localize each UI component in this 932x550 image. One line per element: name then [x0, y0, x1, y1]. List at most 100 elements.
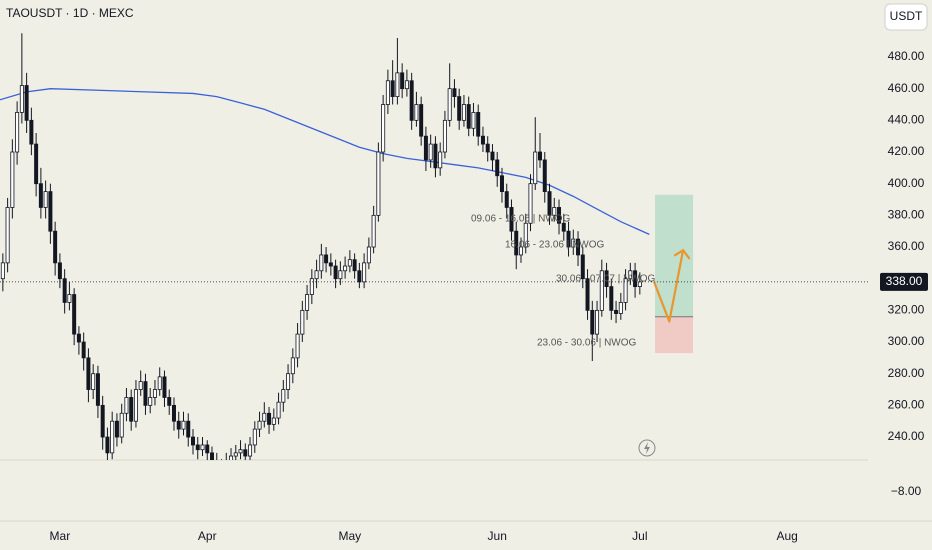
y-tick-label: 300.00 [888, 334, 925, 348]
y-tick-label: 320.00 [888, 303, 925, 317]
candle-body [623, 278, 628, 303]
candle-body [43, 191, 48, 208]
candle-body [442, 119, 447, 153]
candle-body [628, 270, 633, 280]
candle-body [523, 222, 528, 248]
candle-body [220, 466, 223, 472]
x-tick-label: Jun [488, 529, 507, 543]
candle-body [381, 104, 386, 153]
moving-average [0, 88, 650, 235]
candle-body [152, 389, 157, 398]
candle-body [471, 112, 476, 129]
candle-body [390, 80, 395, 97]
candle-body [433, 143, 438, 169]
candle-body [347, 259, 352, 267]
candle-body [576, 238, 581, 256]
candle-body [362, 262, 367, 283]
candle-body [281, 389, 286, 403]
candle-body [119, 412, 124, 438]
candle-body [618, 302, 623, 314]
currency-label: USDT [890, 9, 923, 23]
candle-body [499, 175, 504, 193]
currency-button[interactable] [884, 3, 928, 31]
candle-body [614, 309, 619, 314]
candle-body [0, 262, 5, 280]
candle-body [366, 246, 371, 264]
candle-body [490, 151, 495, 161]
candle-body [215, 461, 218, 466]
candle-body [343, 265, 348, 272]
candle-body [590, 309, 595, 335]
annotation: 23.06 - 30.06 | NWOG [537, 338, 637, 349]
candle-body [566, 230, 571, 248]
candle-body [243, 449, 248, 457]
candle-body [181, 420, 186, 430]
lightning-icon[interactable] [638, 439, 656, 457]
y-tick-label: 280.00 [888, 366, 925, 380]
candle-body [547, 191, 552, 216]
candle-body [528, 183, 533, 224]
candle-body [423, 135, 428, 161]
candle-body [167, 397, 172, 406]
candle-body [290, 357, 295, 375]
annotation: 30.06 - 07.07 | NWOG [556, 274, 656, 285]
annotation: 16.06 - 23.06 | NWOG [505, 240, 605, 251]
candle-body [409, 80, 414, 121]
candle-body [542, 159, 547, 193]
candle-body [533, 151, 538, 185]
x-tick-label: May [339, 529, 362, 543]
y-tick-label: 420.00 [888, 144, 925, 158]
candle-body [476, 112, 481, 137]
candle-body [62, 278, 67, 303]
y-tick-label: 240.00 [888, 429, 925, 443]
candle-body [248, 444, 253, 457]
candle-body [267, 412, 272, 425]
candle-body [552, 207, 557, 216]
candle-body [262, 412, 267, 422]
candle-body [514, 230, 519, 256]
plot-area [0, 33, 650, 472]
candle-body [257, 420, 262, 430]
candle-body [205, 444, 210, 454]
candle-body [200, 444, 205, 451]
candle-body [324, 254, 329, 264]
candle-body [400, 72, 405, 90]
candle-body [480, 135, 485, 145]
candle-body [309, 278, 314, 295]
candle-body [286, 373, 291, 390]
candle-body [495, 159, 500, 177]
candle-body [319, 254, 324, 272]
candle-body [557, 207, 562, 224]
candle-body [585, 278, 590, 311]
candle-body [76, 333, 81, 343]
candle-body [452, 88, 457, 97]
candle-body [271, 417, 276, 425]
candle-body [138, 381, 143, 390]
candle-body [395, 72, 400, 97]
candle-body [457, 96, 462, 121]
candle-body [114, 420, 119, 438]
candle-body [81, 341, 86, 359]
candle-body [162, 376, 167, 398]
candle-body [143, 381, 148, 406]
candle-body [95, 373, 100, 406]
candle-body [34, 143, 39, 185]
candle-body [72, 294, 77, 335]
candle-body [276, 401, 281, 419]
candle-body [419, 104, 424, 137]
candle-body [609, 286, 614, 311]
position-loss [655, 316, 694, 354]
annotation: 09.06 - 16.06 | NWOG [471, 214, 571, 225]
x-tick-label: Jul [632, 529, 647, 543]
candle-body [357, 270, 362, 283]
candle-body [190, 436, 195, 446]
candle-body [561, 222, 566, 232]
candle-body [314, 270, 319, 280]
arrow-head [673, 248, 691, 260]
candle-body [428, 143, 433, 161]
candle-body [48, 191, 53, 232]
candle-body [171, 404, 176, 422]
candle-body [110, 420, 115, 454]
candle-body [509, 207, 514, 232]
